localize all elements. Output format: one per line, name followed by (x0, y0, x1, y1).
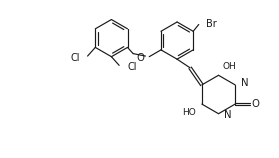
Text: OH: OH (222, 62, 236, 71)
Text: O: O (251, 99, 259, 109)
Text: HO: HO (182, 108, 196, 117)
Text: N: N (241, 78, 248, 88)
Text: Cl: Cl (127, 62, 137, 72)
Text: N: N (224, 110, 232, 120)
Text: Cl: Cl (70, 53, 80, 63)
Text: O: O (137, 53, 145, 63)
Text: Br: Br (206, 19, 217, 30)
